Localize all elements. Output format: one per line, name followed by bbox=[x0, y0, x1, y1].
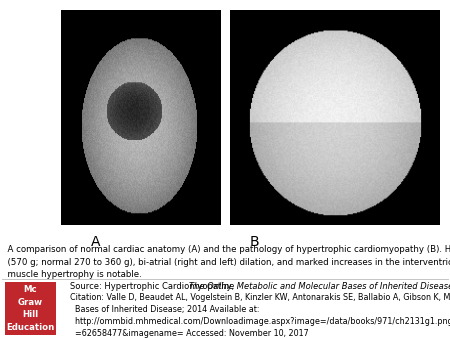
Text: Source: Hypertrophic Cardiomyopathy,: Source: Hypertrophic Cardiomyopathy, bbox=[70, 282, 239, 291]
Text: Mc
Graw
Hill
Education: Mc Graw Hill Education bbox=[6, 285, 54, 332]
Text: B: B bbox=[250, 235, 259, 249]
Text: A comparison of normal cardiac anatomy (A) and the pathology of hypertrophic car: A comparison of normal cardiac anatomy (… bbox=[2, 245, 450, 279]
Text: Citation: Valle D, Beaudet AL, Vogelstein B, Kinzler KW, Antonarakis SE, Ballabi: Citation: Valle D, Beaudet AL, Vogelstei… bbox=[70, 293, 450, 338]
Text: The Online Metabolic and Molecular Bases of Inherited Disease: The Online Metabolic and Molecular Bases… bbox=[189, 282, 450, 291]
FancyBboxPatch shape bbox=[4, 282, 56, 335]
Text: A: A bbox=[91, 235, 101, 249]
